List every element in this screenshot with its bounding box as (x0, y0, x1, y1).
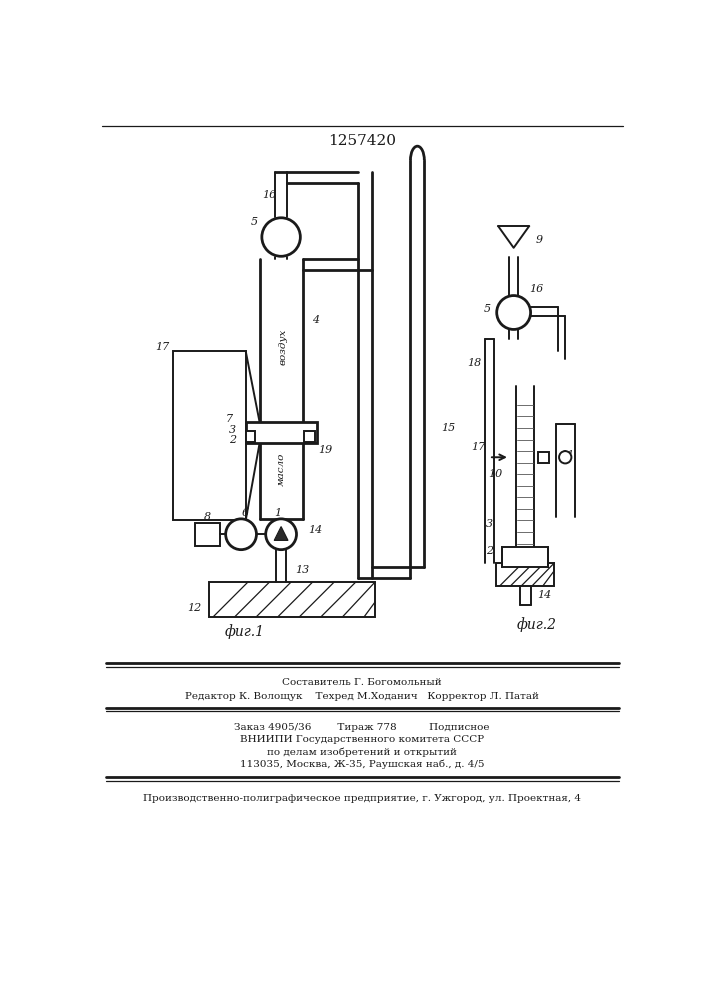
Text: 4: 4 (312, 315, 319, 325)
Text: 1: 1 (274, 508, 281, 518)
Circle shape (226, 519, 257, 550)
Text: Редактор К. Волощук    Техред М.Ходанич   Корректор Л. Патай: Редактор К. Волощук Техред М.Ходанич Кор… (185, 692, 539, 701)
Text: 6: 6 (241, 508, 248, 518)
Bar (496, 563, 554, 586)
Text: 11: 11 (560, 450, 574, 460)
Bar (304, 431, 315, 442)
Text: 18: 18 (467, 358, 481, 368)
Text: 17: 17 (471, 442, 485, 452)
Bar (173, 351, 246, 520)
Text: 12: 12 (187, 603, 201, 613)
Text: 14: 14 (537, 590, 551, 600)
Text: 10: 10 (488, 469, 502, 479)
Text: 113035, Москва, Ж-35, Раушская наб., д. 4/5: 113035, Москва, Ж-35, Раушская наб., д. … (240, 760, 484, 769)
Circle shape (262, 218, 300, 256)
Text: фиг.2: фиг.2 (517, 617, 556, 632)
Text: 15: 15 (441, 423, 455, 433)
Text: 14: 14 (308, 525, 322, 535)
Bar (195, 523, 221, 546)
Text: 8: 8 (204, 512, 211, 522)
Bar (246, 422, 317, 443)
Text: 17: 17 (156, 342, 170, 352)
Text: 16: 16 (262, 190, 276, 200)
Text: фиг.1: фиг.1 (224, 625, 264, 639)
Text: 2: 2 (229, 435, 236, 445)
Text: Составитель Г. Богомольный: Составитель Г. Богомольный (282, 678, 442, 687)
Text: 3: 3 (486, 519, 493, 529)
Bar (538, 452, 549, 463)
Bar (209, 582, 375, 617)
Text: 3: 3 (229, 425, 236, 435)
Circle shape (497, 296, 530, 329)
Polygon shape (274, 527, 288, 540)
Text: Производственно-полиграфическое предприятие, г. Ужгород, ул. Проектная, 4: Производственно-полиграфическое предприя… (143, 794, 581, 803)
Text: 9: 9 (535, 235, 542, 245)
Text: 5: 5 (251, 217, 258, 227)
Text: 19: 19 (318, 445, 332, 455)
Text: 7: 7 (226, 414, 233, 424)
Text: 16: 16 (529, 284, 543, 294)
Circle shape (559, 451, 571, 463)
Text: 13: 13 (295, 565, 309, 575)
Text: воздух: воздух (278, 329, 287, 365)
Text: 2: 2 (486, 546, 493, 556)
Circle shape (266, 519, 296, 550)
Text: по делам изобретений и открытий: по делам изобретений и открытий (267, 748, 457, 757)
Text: Заказ 4905/36        Тираж 778          Подписное: Заказ 4905/36 Тираж 778 Подписное (234, 723, 490, 732)
Text: ВНИИПИ Государственного комитета СССР: ВНИИПИ Государственного комитета СССР (240, 735, 484, 744)
Text: масло: масло (276, 453, 286, 486)
Text: 1257420: 1257420 (328, 134, 396, 148)
Text: 5: 5 (484, 304, 491, 314)
Bar (502, 547, 549, 567)
Bar (246, 431, 255, 442)
